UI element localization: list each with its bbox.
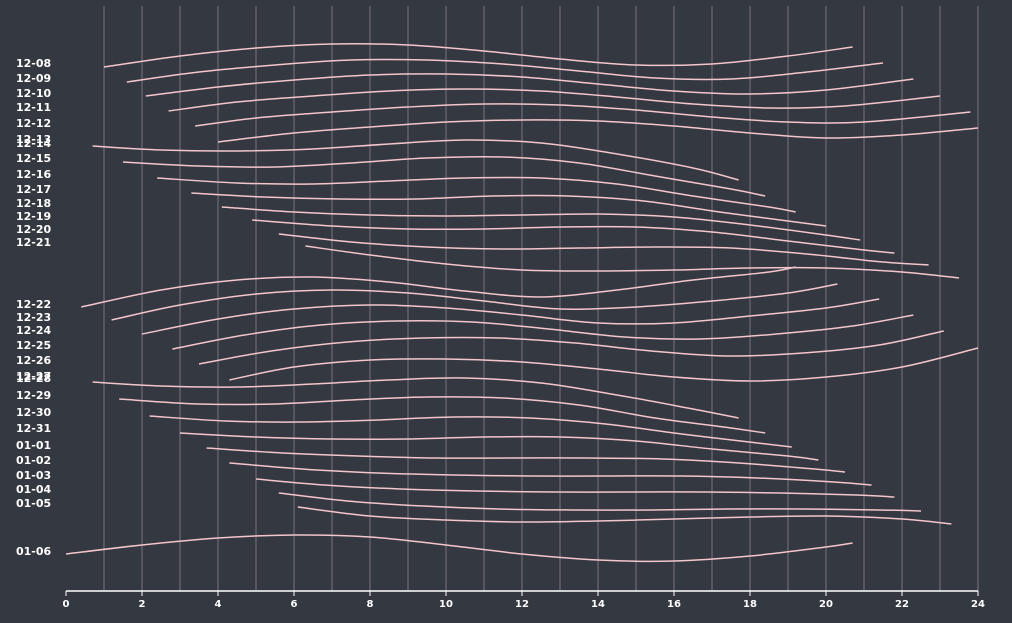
y-tick-label: 12-13 (16, 133, 51, 146)
x-tick-label: 20 (819, 599, 833, 610)
series-line (103, 43, 853, 68)
x-tick-label: 16 (667, 599, 681, 610)
x-tick-label: 4 (215, 599, 222, 610)
series-lines (65, 43, 979, 563)
series-line (157, 176, 796, 213)
x-tick-label: 18 (743, 599, 757, 610)
series-line (221, 206, 861, 241)
series-line (179, 432, 819, 461)
y-tick-label: 12-18 (16, 197, 51, 210)
series-line (126, 58, 884, 83)
y-tick-label: 12-19 (16, 210, 51, 223)
series-line (92, 139, 739, 181)
series-line (229, 462, 872, 486)
y-tick-label: 12-09 (16, 72, 51, 85)
x-tick-label: 0 (63, 599, 70, 610)
series-line (229, 347, 979, 382)
y-tick-label: 01-06 (16, 545, 52, 558)
series-line (172, 314, 914, 350)
y-tick-label: 01-01 (16, 439, 51, 452)
series-line (278, 233, 929, 266)
series-line (65, 534, 853, 563)
y-tick-label: 12-16 (16, 168, 52, 181)
x-axis-ticks: 0 2 4 6 8 10 12 14 16 18 20 22 24 (63, 591, 985, 610)
x-tick-label: 14 (591, 599, 605, 610)
y-tick-label: 12-10 (16, 87, 52, 100)
x-tick-label: 2 (139, 599, 146, 610)
series-line (255, 478, 895, 498)
series-line (111, 283, 838, 321)
y-tick-label: 01-02 (16, 454, 51, 467)
series-line (305, 245, 960, 279)
x-tick-label: 24 (971, 599, 985, 610)
series-line (198, 330, 944, 365)
series-line (297, 506, 952, 525)
y-tick-label: 12-25 (16, 339, 51, 352)
series-line (81, 266, 796, 308)
series-line (206, 447, 846, 473)
y-tick-label: 12-11 (16, 101, 51, 114)
y-tick-label: 12-14 (16, 137, 52, 150)
y-tick-label: 12-30 (16, 406, 52, 419)
y-tick-label: 12-23 (16, 311, 51, 324)
y-tick-label: 01-03 (16, 469, 51, 482)
y-tick-label: 12-15 (16, 152, 51, 165)
y-tick-label: 12-27 (16, 370, 51, 383)
y-tick-label: 12-21 (16, 236, 51, 249)
y-tick-label: 01-05 (16, 497, 51, 510)
series-line (252, 219, 895, 254)
series-line (122, 155, 766, 197)
y-tick-label: 12-12 (16, 117, 51, 130)
x-tick-label: 6 (291, 599, 298, 610)
series-line (92, 377, 739, 419)
x-tick-label: 8 (367, 599, 374, 610)
series-line (119, 396, 766, 434)
y-tick-label: 12-08 (16, 57, 51, 70)
series-line (168, 88, 941, 112)
vertical-gridlines (103, 6, 979, 591)
series-line (145, 73, 914, 97)
series-line (149, 415, 792, 448)
y-tick-label: 12-29 (16, 389, 51, 402)
y-tick-label: 12-20 (16, 223, 52, 236)
series-line (141, 298, 880, 335)
y-tick-label: 12-26 (16, 354, 52, 367)
series-line (217, 119, 979, 143)
y-tick-label: 12-17 (16, 183, 51, 196)
y-tick-label: 12-24 (16, 324, 52, 337)
series-line (195, 103, 971, 127)
y-tick-label: 12-28 (16, 372, 51, 385)
y-tick-label: 01-04 (16, 483, 52, 496)
y-tick-label: 12-22 (16, 298, 51, 311)
x-tick-label: 12 (515, 599, 529, 610)
series-line (191, 192, 827, 227)
x-tick-label: 22 (895, 599, 909, 610)
series-line (278, 492, 922, 512)
x-tick-label: 10 (439, 599, 453, 610)
y-tick-label: 12-31 (16, 422, 51, 435)
